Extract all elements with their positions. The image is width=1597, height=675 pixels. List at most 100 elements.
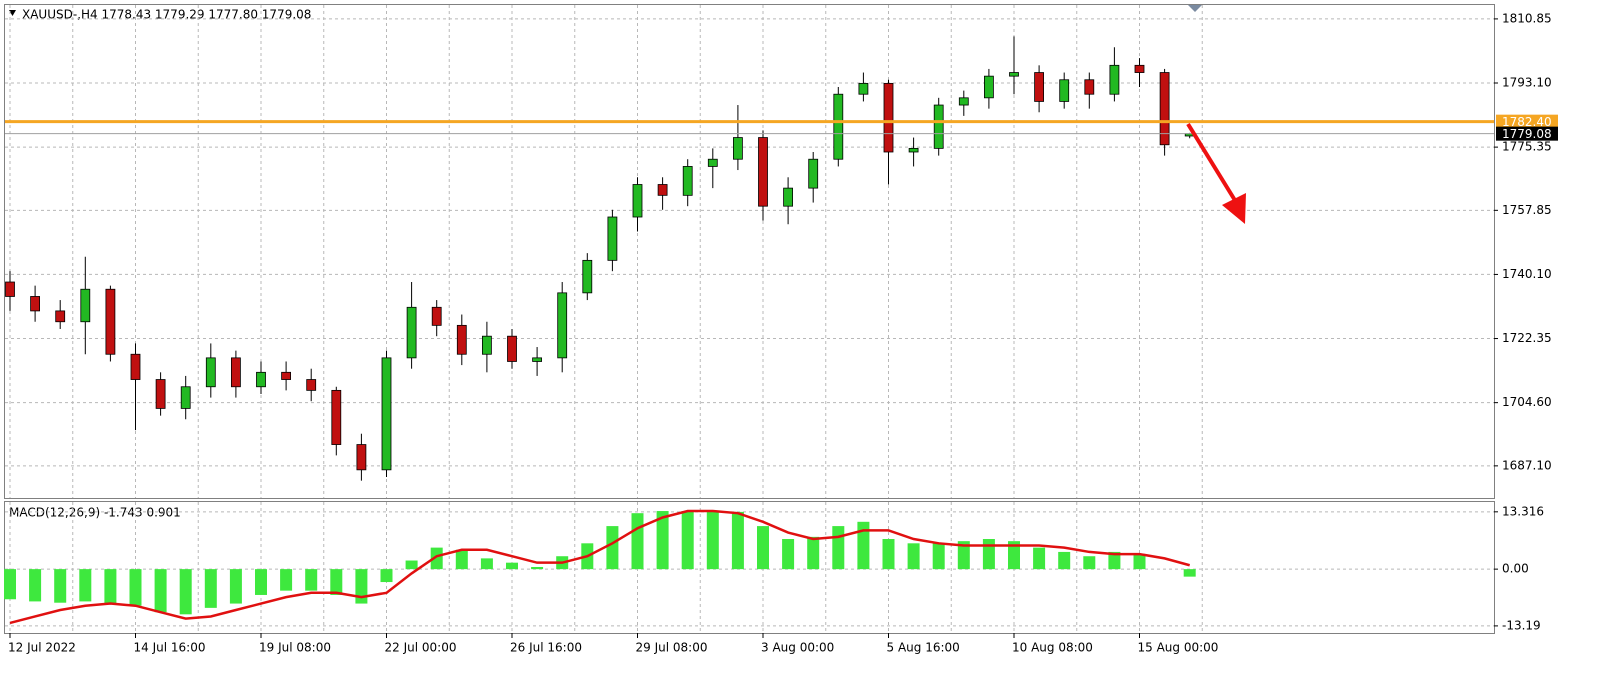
candle-body: [984, 75, 994, 99]
x-tick-label: 15 Aug 00:00: [1138, 641, 1219, 655]
macd-bar: [405, 560, 418, 570]
macd-bar: [1183, 569, 1196, 577]
price-level-box: [1496, 126, 1558, 141]
x-tick-label: 5 Aug 16:00: [887, 641, 960, 655]
macd-bar: [154, 569, 167, 613]
macd-bar: [782, 539, 795, 570]
price-level-label: 1782.40: [1502, 115, 1552, 129]
marks: [4, 36, 1494, 625]
candle-body: [1084, 79, 1095, 95]
candle-body: [833, 93, 844, 160]
x-tick-label: 14 Jul 16:00: [134, 641, 206, 655]
candle-body: [456, 324, 467, 355]
signal-line: [9, 509, 1191, 625]
candle-body: [707, 158, 718, 167]
price-panel-frame: [4, 4, 1495, 499]
macd-bar: [1033, 547, 1046, 570]
candle-body: [657, 184, 668, 196]
candle-body: [230, 357, 241, 388]
y-tick-label: -13.19: [1502, 618, 1541, 632]
candle-body: [256, 371, 266, 388]
macd-bar: [380, 569, 393, 583]
macd-bar: [455, 549, 468, 570]
candle-body: [1134, 64, 1145, 73]
candle-body: [105, 288, 116, 355]
candle-body: [532, 357, 542, 362]
price-level-label: 1779.08: [1502, 127, 1552, 141]
macd-bar: [355, 569, 368, 604]
x-tick-label: 26 Jul 16:00: [510, 641, 582, 655]
macd-bar: [882, 539, 895, 570]
arrow-shaft: [1186, 122, 1238, 204]
macd-bar: [1133, 554, 1146, 570]
candle-body: [758, 137, 768, 207]
macd-bar: [706, 511, 719, 570]
candle-body: [808, 158, 819, 189]
macd-bar: [631, 513, 644, 570]
candle-body: [607, 216, 618, 261]
macd-bar: [280, 569, 293, 591]
macd-bar: [229, 569, 242, 604]
macd-bar: [506, 562, 518, 570]
candle-body: [933, 104, 944, 149]
y-tick-label: 1757.85: [1502, 203, 1552, 217]
candle-body: [431, 306, 442, 326]
candle-body: [783, 187, 793, 207]
macd-bar: [305, 569, 318, 591]
candle-body: [180, 386, 191, 409]
candle-body: [306, 379, 317, 391]
candle-body: [356, 444, 367, 471]
x-tick-label: 10 Aug 08:00: [1012, 641, 1093, 655]
y-tick-label: 13.316: [1502, 504, 1544, 518]
x-tick-label: 12 Jul 2022: [8, 641, 76, 655]
macd-bar: [932, 543, 945, 570]
y-tick-label: 1775.35: [1502, 140, 1552, 154]
arrow-head: [1222, 193, 1246, 224]
candle-body: [582, 259, 593, 294]
macd-bar: [179, 569, 192, 615]
candle-body: [130, 353, 141, 380]
macd-bar: [255, 569, 267, 595]
macd-bar: [54, 569, 67, 603]
candle-body: [858, 82, 869, 95]
macd-bar: [982, 539, 995, 570]
price-level-box: [1496, 114, 1558, 129]
y-tick-label: 1722.35: [1502, 331, 1552, 345]
y-tick-label: 1793.10: [1502, 76, 1552, 90]
macd-panel-frame: [4, 501, 1495, 634]
macd-bar: [832, 526, 845, 570]
candle-body: [5, 281, 15, 297]
candle-body: [1009, 72, 1019, 77]
candle-body: [281, 371, 292, 380]
macd-bar: [104, 569, 117, 604]
macd-bar: [907, 543, 920, 570]
x-tick-label: 3 Aug 00:00: [761, 641, 834, 655]
macd-bar: [4, 569, 16, 600]
y-tick-label: 1810.85: [1502, 11, 1552, 25]
candle-body: [331, 389, 342, 445]
x-tick-label: 29 Jul 08:00: [636, 641, 708, 655]
candle-body: [632, 184, 643, 218]
macd-bar: [430, 547, 443, 570]
candle-body: [55, 310, 66, 323]
shift-marker: [1188, 5, 1202, 12]
macd-bar: [606, 526, 619, 570]
candle-body: [1159, 72, 1170, 146]
y-tick-label: 0.00: [1502, 562, 1529, 576]
y-tick-label: 1687.10: [1502, 458, 1552, 472]
macd-bar: [204, 569, 217, 608]
macd-bar: [957, 541, 970, 570]
candle-body: [1059, 79, 1070, 102]
candle-body: [682, 166, 693, 196]
menu-arrow: [9, 10, 16, 16]
candle-body: [406, 306, 417, 359]
y-tick-label: 1740.10: [1502, 267, 1552, 281]
candle-body: [80, 288, 91, 323]
candle-body: [883, 82, 894, 153]
macd-bar: [480, 558, 493, 570]
macd-bar: [656, 511, 669, 570]
candle-body: [908, 147, 919, 153]
candle-body: [557, 292, 568, 359]
